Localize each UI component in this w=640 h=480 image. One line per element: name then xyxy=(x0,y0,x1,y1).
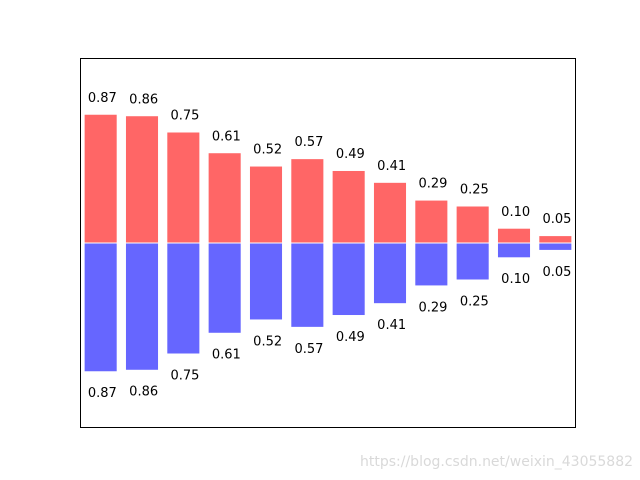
bar-down-11 xyxy=(538,242,573,251)
data-label-down-10: 0.10 xyxy=(501,272,530,287)
bar-up-5 xyxy=(290,158,325,244)
bar-down-6 xyxy=(331,242,366,317)
data-label-down-3: 0.61 xyxy=(212,348,241,363)
data-label-up-2: 0.75 xyxy=(171,109,200,124)
bar-up-11 xyxy=(538,235,573,244)
data-label-up-3: 0.61 xyxy=(212,129,241,144)
bar-up-7 xyxy=(372,181,408,244)
data-label-up-6: 0.49 xyxy=(336,147,365,162)
bar-down-7 xyxy=(372,242,408,305)
bar-up-10 xyxy=(496,227,532,244)
bar-down-1 xyxy=(124,242,160,371)
bar-down-5 xyxy=(290,242,325,328)
data-label-down-8: 0.29 xyxy=(419,300,448,315)
bar-up-6 xyxy=(331,169,366,244)
data-label-down-5: 0.57 xyxy=(295,342,324,357)
bar-up-3 xyxy=(207,152,242,244)
bar-down-3 xyxy=(207,242,242,334)
data-label-down-1: 0.86 xyxy=(129,385,158,400)
bar-down-8 xyxy=(414,242,449,287)
data-label-up-0: 0.87 xyxy=(88,91,117,106)
bar-down-2 xyxy=(166,242,201,355)
data-label-up-4: 0.52 xyxy=(253,143,282,158)
data-label-down-6: 0.49 xyxy=(336,330,365,345)
bar-up-4 xyxy=(248,165,284,244)
bar-down-10 xyxy=(496,242,532,259)
data-label-down-7: 0.41 xyxy=(377,318,406,333)
data-labels-group: 0.87 0.86 0.75 0.61 0.52 0.57 0.49 0.41 0.29 0.25… xyxy=(88,91,572,401)
bar-down-0 xyxy=(83,242,118,373)
data-label-down-9: 0.25 xyxy=(460,294,489,309)
bar-up-2 xyxy=(166,131,201,244)
bar-down-9 xyxy=(455,242,490,281)
data-label-up-8: 0.29 xyxy=(419,177,448,192)
data-label-up-7: 0.41 xyxy=(377,159,406,174)
data-label-down-2: 0.75 xyxy=(171,368,200,383)
bar-up-8 xyxy=(414,199,449,244)
data-label-up-10: 0.10 xyxy=(501,205,530,220)
data-label-up-1: 0.86 xyxy=(129,92,158,107)
data-label-up-5: 0.57 xyxy=(295,135,324,150)
bar-down-4 xyxy=(248,242,284,321)
bar-up-0 xyxy=(83,113,118,244)
data-label-down-11: 0.05 xyxy=(543,265,572,280)
bar-up-9 xyxy=(455,205,490,244)
watermark-text: https://blog.csdn.net/weixin_43055882 xyxy=(360,454,634,470)
data-label-down-0: 0.87 xyxy=(88,386,117,401)
bar-up-1 xyxy=(124,115,160,244)
bars-group xyxy=(83,113,573,373)
plot-frame xyxy=(80,58,576,428)
data-label-up-9: 0.25 xyxy=(460,183,489,198)
data-label-up-11: 0.05 xyxy=(543,212,572,227)
data-label-down-4: 0.52 xyxy=(253,334,282,349)
